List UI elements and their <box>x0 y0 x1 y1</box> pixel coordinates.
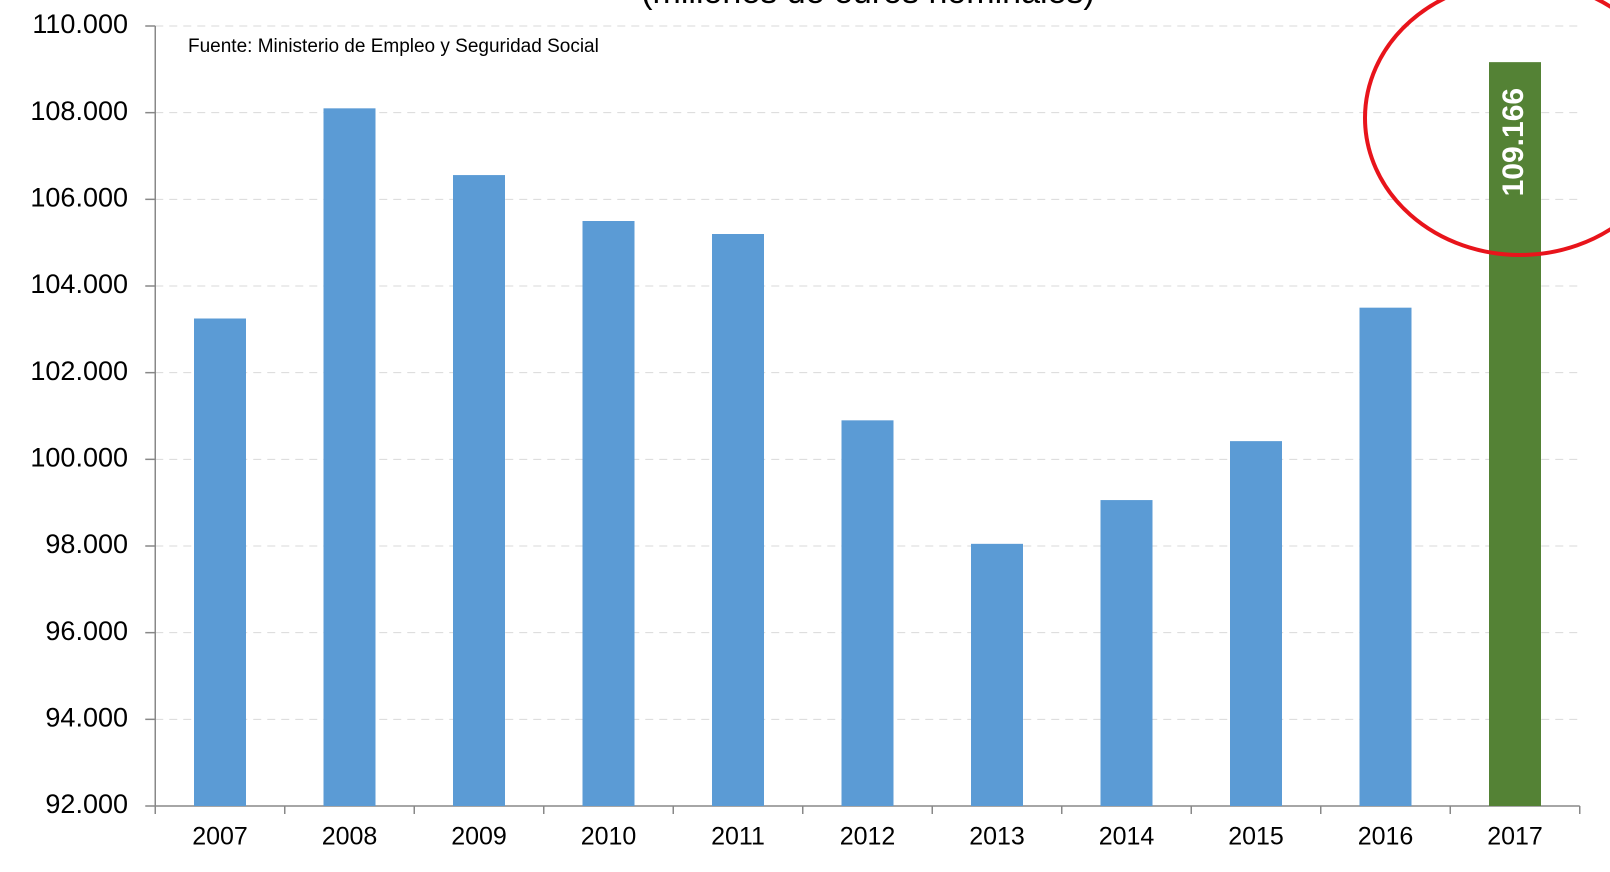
x-tick-label: 2009 <box>451 823 507 851</box>
bar <box>1230 441 1282 806</box>
y-tick-label: 92.000 <box>45 789 128 819</box>
highlight-circle <box>1363 0 1610 257</box>
chart-subtitle: (millones de euros nominales) <box>641 0 1095 11</box>
x-tick-label: 2008 <box>322 823 378 851</box>
source-note: Fuente: Ministerio de Empleo y Seguridad… <box>188 36 599 57</box>
y-tick-label: 110.000 <box>32 9 128 39</box>
bar <box>582 221 635 806</box>
x-tick-label: 2007 <box>192 823 248 851</box>
plot-area: 92.000 94.000 96.000 98.000 100.000 102.000 10… <box>30 9 1581 851</box>
bar <box>1100 500 1153 806</box>
y-tick-label: 100.000 <box>30 442 128 472</box>
y-tick-label: 102.000 <box>30 356 128 386</box>
x-tick-label: 2010 <box>581 823 637 851</box>
x-tick-label: 2012 <box>840 823 896 851</box>
x-tick-label: 2016 <box>1358 823 1414 851</box>
bar <box>323 108 376 807</box>
bar <box>971 543 1023 806</box>
x-tick-label: 2013 <box>969 823 1025 851</box>
x-tick-label: 2011 <box>711 823 765 851</box>
bar <box>1359 307 1412 806</box>
y-tick-label: 108.000 <box>30 96 128 126</box>
bar <box>453 175 505 807</box>
bar <box>712 234 764 806</box>
x-tick-label: 2017 <box>1487 823 1543 851</box>
y-tick-label: 96.000 <box>45 616 128 646</box>
y-tick-label: 104.000 <box>30 269 128 299</box>
bar <box>1489 62 1541 806</box>
x-tick-label: 2015 <box>1228 823 1284 851</box>
x-tick-label: 2014 <box>1099 823 1155 851</box>
y-tick-label: 94.000 <box>45 702 128 732</box>
y-tick-label: 98.000 <box>45 529 128 559</box>
value-label: 109.166 <box>1497 88 1530 196</box>
bar <box>194 318 246 806</box>
bar <box>841 420 894 806</box>
y-tick-label: 106.000 <box>30 182 128 212</box>
